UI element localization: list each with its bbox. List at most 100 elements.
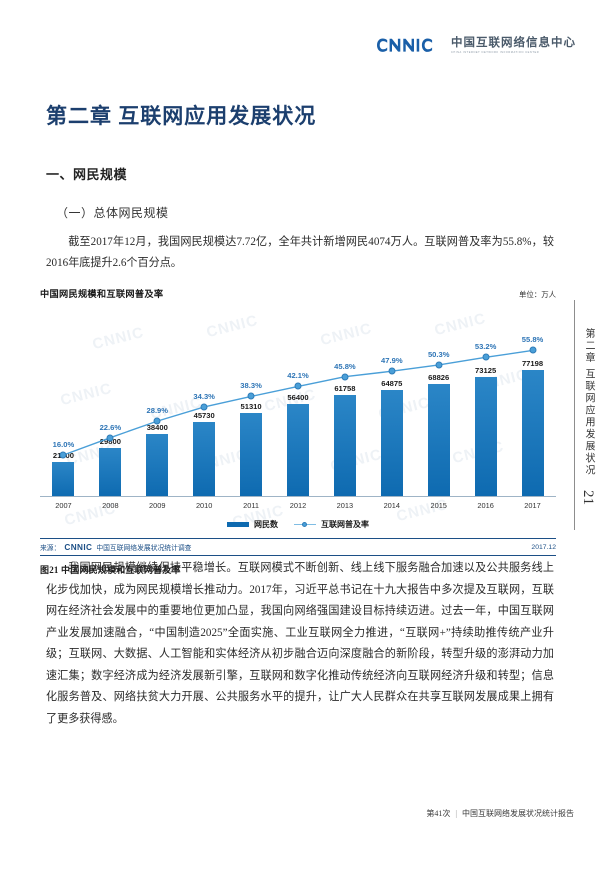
line-point (294, 382, 302, 390)
source-text: 中国互联网络发展状况统计调查 (96, 545, 192, 552)
legend-line-swatch-icon (294, 522, 316, 527)
legend-label-bars: 网民数 (254, 520, 278, 529)
x-axis-tick-label: 2014 (383, 501, 401, 510)
cnnic-chinese-name: 中国互联网络信息中心 CHINA INTERNET NETWORK INFORM… (451, 38, 576, 55)
bar-column: 38400 (134, 312, 181, 497)
chart-legend: 网民数 互联网普及率 (40, 519, 556, 530)
line-value-label: 28.9% (146, 406, 169, 416)
line-value-label: 55.8% (521, 335, 544, 345)
page-footer: 第41次 | 中国互联网络发展状况统计报告 (426, 808, 574, 819)
x-axis-tick-label: 2008 (102, 501, 119, 510)
chart-title: 中国网民规模和互联网普及率 (40, 289, 164, 299)
body-paragraph: 我国网民规模继续保持平稳增长。互联网模式不断创新、线上线下服务融合加速以及公共服… (46, 562, 554, 725)
x-axis-tick-label: 2007 (55, 501, 72, 510)
source-prefix: 来源： (40, 545, 61, 552)
bar (240, 412, 263, 497)
legend-item-bars: 网民数 (227, 519, 278, 530)
bar (333, 395, 356, 497)
x-axis-tick-label: 2015 (430, 501, 447, 510)
line-value-label: 53.2% (474, 342, 497, 352)
bar-column: 21000 (40, 312, 87, 497)
bar-column: 61758 (321, 312, 368, 497)
line-value-label: 47.9% (381, 356, 403, 366)
bar-value-label: 73125 (475, 365, 497, 375)
page-number: 21 (580, 490, 596, 505)
line-value-label: 16.0% (52, 439, 75, 449)
line-value-label: 22.6% (99, 422, 122, 432)
source-date: 2017.12 (531, 543, 556, 551)
cnnic-wordmark-icon (377, 38, 443, 55)
footer-edition: 第41次 (426, 809, 451, 818)
bar-value-label: 51310 (240, 401, 262, 411)
bar (193, 421, 216, 497)
bar (521, 370, 544, 497)
bar-column: 51310 (228, 312, 275, 497)
footer-report-name: 中国互联网络发展状况统计报告 (462, 809, 574, 818)
x-axis-tick-label: 2012 (289, 501, 307, 510)
bar-value-label: 45730 (193, 410, 215, 420)
section-heading-level2: （一）总体网民规模 (56, 206, 169, 220)
figure-caption: 图21 中国网民规模和互联网普及率 (40, 565, 181, 575)
x-axis-tick-label: 2009 (149, 501, 166, 510)
bar-column: 29800 (87, 312, 134, 497)
line-point (200, 403, 208, 411)
bar (380, 390, 403, 497)
bar-value-label: 68826 (428, 372, 450, 382)
line-point (59, 451, 67, 459)
chart-plot-area: 210002980038400 45730 51310 56400 61758 64875… (40, 312, 556, 497)
line-value-label: 34.3% (193, 391, 215, 401)
legend-item-line: 互联网普及率 (294, 519, 369, 530)
intro-paragraph: 截至2017年12月，我国网民规模达7.72亿，全年共计新增网民4074万人。互… (46, 236, 554, 269)
bar (99, 448, 122, 497)
chart-unit-label: 单位：万人 (519, 290, 556, 299)
legend-bar-swatch-icon (227, 522, 249, 527)
source-cnnic-mark: CNNIC (64, 542, 93, 552)
x-axis-tick-label: 2010 (195, 501, 213, 510)
bar (286, 404, 309, 497)
line-point (435, 361, 443, 369)
line-value-label: 38.3% (240, 381, 262, 391)
line-point (482, 353, 490, 361)
bar-column: 73125 (462, 312, 509, 497)
bar-value-label: 77198 (521, 359, 544, 369)
line-value-label: 50.3% (427, 349, 450, 359)
section-heading-level1: 一、网民规模 (46, 167, 128, 182)
line-point (247, 392, 255, 400)
bar-value-label: 61758 (334, 384, 356, 394)
x-axis-tick-label: 2011 (243, 501, 260, 510)
cnnic-name-en: CHINA INTERNET NETWORK INFORMATION CENTE… (451, 51, 540, 55)
bar-column: 56400 (275, 312, 322, 497)
x-axis-tick-labels: 2007 2008 2009 2010 2011 2012 2013 2014 2015 2016… (40, 501, 556, 510)
bar (474, 376, 497, 497)
chart-header: 中国网民规模和互联网普及率 单位：万人 (40, 286, 556, 300)
line-point (341, 373, 349, 381)
x-axis-tick-label: 2017 (524, 501, 541, 510)
cnnic-header-logo: 中国互联网络信息中心 CHINA INTERNET NETWORK INFORM… (377, 38, 576, 55)
side-tab-rule (574, 300, 575, 530)
bar-column: 68826 (415, 312, 462, 497)
bar (52, 462, 75, 497)
side-tab-chapter-text: 第二章 互联网应用发展状况 (583, 328, 594, 477)
bar-value-label: 56400 (287, 393, 309, 403)
x-axis-line (40, 496, 556, 497)
chart-source-left: 来源： CNNIC 中国互联网络发展状况统计调查 (40, 542, 192, 553)
line-point (529, 346, 537, 354)
bar-value-label: 64875 (381, 379, 403, 389)
line-point (106, 434, 114, 442)
bar (427, 383, 450, 497)
line-point (153, 417, 161, 425)
footer-separator: | (455, 809, 457, 818)
legend-label-line: 互联网普及率 (321, 520, 369, 529)
cnnic-name-cn: 中国互联网络信息中心 (451, 37, 576, 50)
chart-figure: 中国网民规模和互联网普及率 单位：万人 210002980038400 45730… (40, 286, 556, 576)
x-axis-tick-label: 2013 (336, 501, 354, 510)
chart-source-bar: 来源： CNNIC 中国互联网络发展状况统计调查 2017.12 (40, 538, 556, 556)
bar-column: 64875 (368, 312, 415, 497)
bar (146, 433, 169, 497)
bar-series: 210002980038400 45730 51310 56400 61758 64875… (40, 312, 556, 497)
line-value-label: 42.1% (287, 371, 309, 381)
chapter-title: 第二章 互联网应用发展状况 (46, 104, 317, 128)
line-point (388, 367, 396, 375)
line-value-label: 45.8% (334, 361, 356, 371)
